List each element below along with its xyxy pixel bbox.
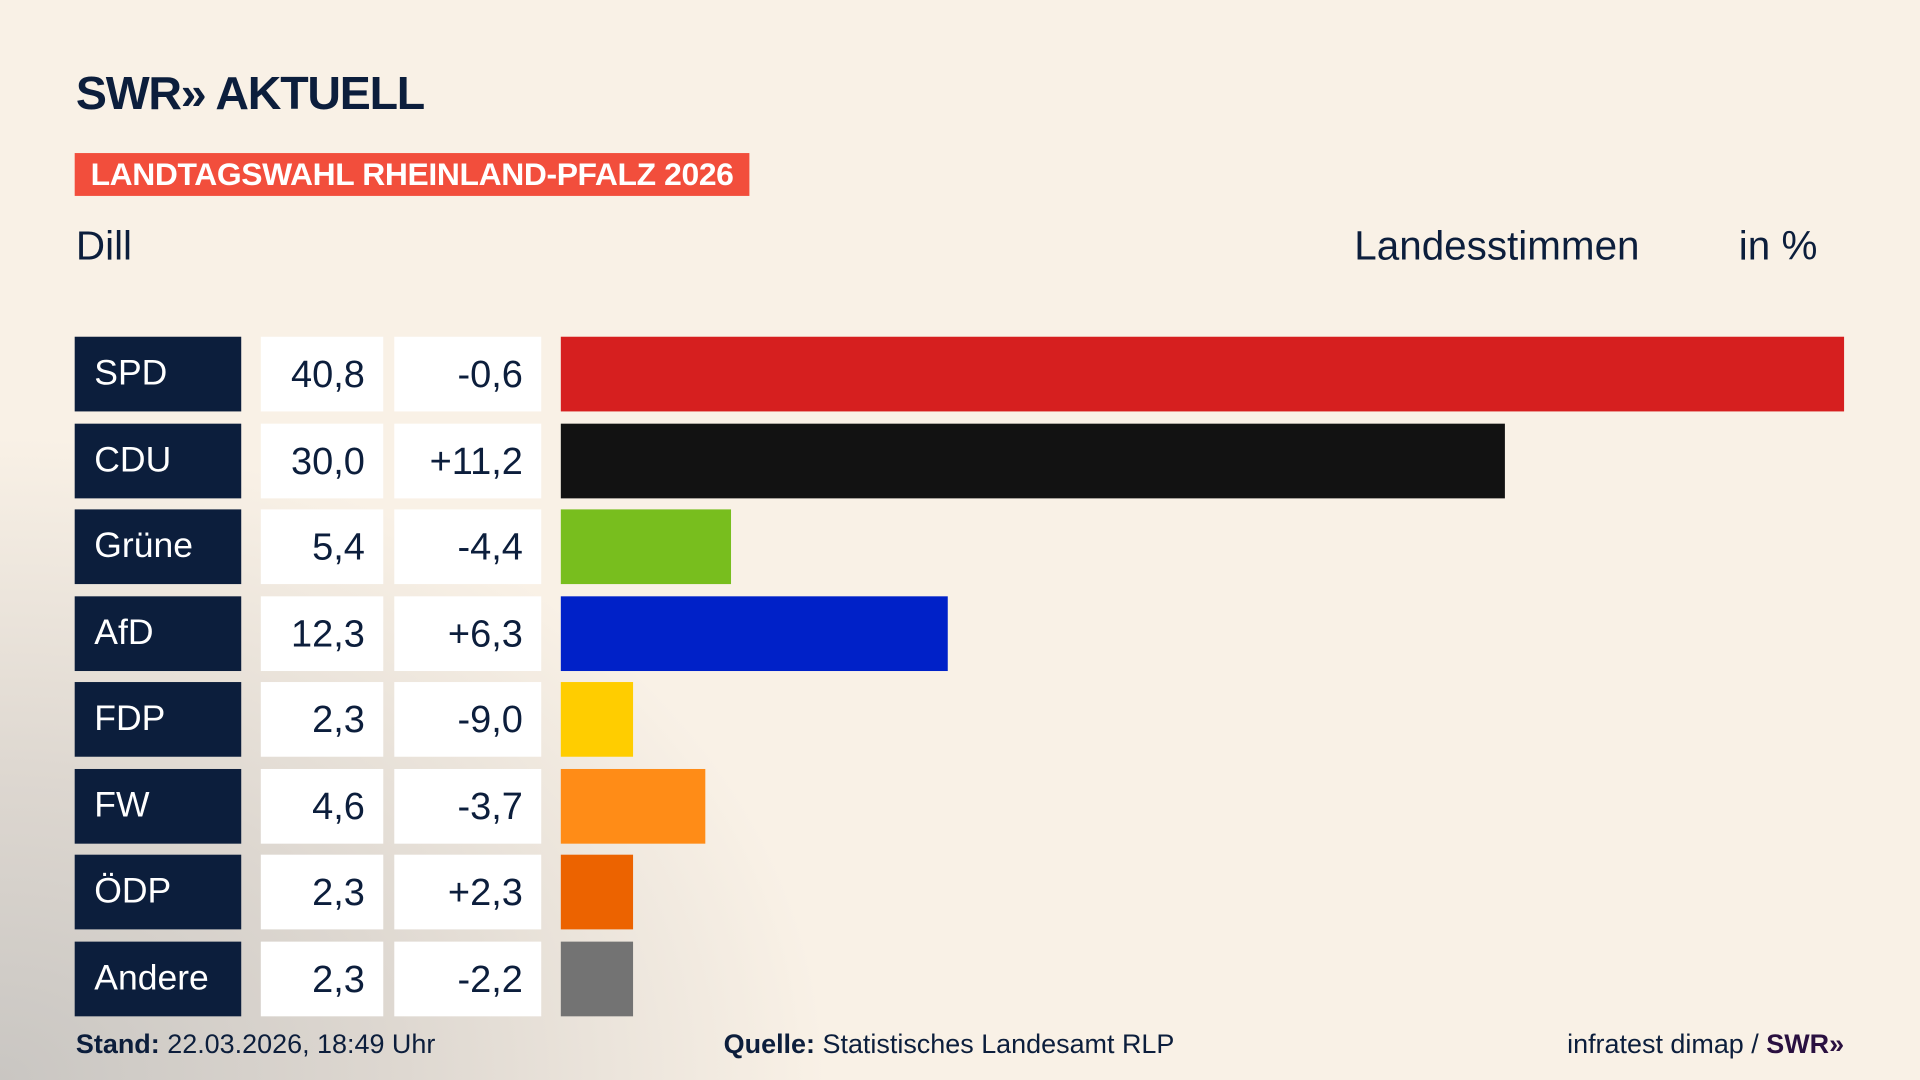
party-label: CDU <box>74 423 242 498</box>
party-label: ÖDP <box>74 854 242 930</box>
party-label: Andere <box>74 941 242 1016</box>
value-label: 12,3 <box>260 595 384 671</box>
party-label: Grüne <box>74 509 242 585</box>
diff-label: -4,4 <box>394 509 542 585</box>
value-label: 2,3 <box>260 854 384 930</box>
swr-logo: SWR» <box>1766 1028 1845 1060</box>
bar-spd <box>560 336 1845 412</box>
unit-label: in % <box>1738 222 1818 269</box>
diff-label: -0,6 <box>394 336 542 412</box>
source-value: Statistisches Landesamt RLP <box>822 1028 1175 1060</box>
party-label: FW <box>74 768 242 844</box>
value-label: 4,6 <box>260 768 384 844</box>
stand-label: Stand: <box>75 1028 160 1060</box>
bar-afd <box>560 595 948 671</box>
diff-label: +6,3 <box>394 595 542 671</box>
bar-fw <box>560 768 706 844</box>
value-label: 30,0 <box>260 423 384 498</box>
swr-aktuell-logo: SWR» AKTUELL <box>75 68 425 121</box>
vote-type-label: Landesstimmen <box>1354 222 1640 269</box>
stand-value: 22.03.2026, 18:49 Uhr <box>167 1028 436 1060</box>
value-label: 40,8 <box>260 336 384 412</box>
bar-grüne <box>560 509 731 585</box>
value-label: 2,3 <box>260 682 384 757</box>
party-label: SPD <box>74 336 242 412</box>
party-label: AfD <box>74 595 242 671</box>
source: Quelle: Statistisches Landesamt RLP <box>724 1029 1175 1061</box>
diff-label: -3,7 <box>394 768 542 844</box>
source-label: Quelle: <box>723 1028 815 1060</box>
region-title: Dill <box>75 222 133 269</box>
diff-label: +11,2 <box>394 423 542 498</box>
election-banner: LANDTAGSWAHL RHEINLAND-PFALZ 2026 <box>74 153 750 196</box>
party-label: FDP <box>74 682 242 757</box>
value-label: 2,3 <box>260 941 384 1016</box>
credit: infratest dimap / SWR» <box>1567 1029 1844 1061</box>
diff-label: +2,3 <box>394 854 542 930</box>
credit-text: infratest dimap / <box>1567 1028 1759 1060</box>
value-label: 5,4 <box>260 509 384 585</box>
diff-label: -2,2 <box>394 941 542 1016</box>
bar-ödp <box>560 854 634 930</box>
bar-fdp <box>560 682 634 757</box>
bar-cdu <box>560 423 1505 498</box>
diff-label: -9,0 <box>394 682 542 757</box>
bar-andere <box>560 941 634 1016</box>
timestamp: Stand: 22.03.2026, 18:49 Uhr <box>76 1029 435 1061</box>
